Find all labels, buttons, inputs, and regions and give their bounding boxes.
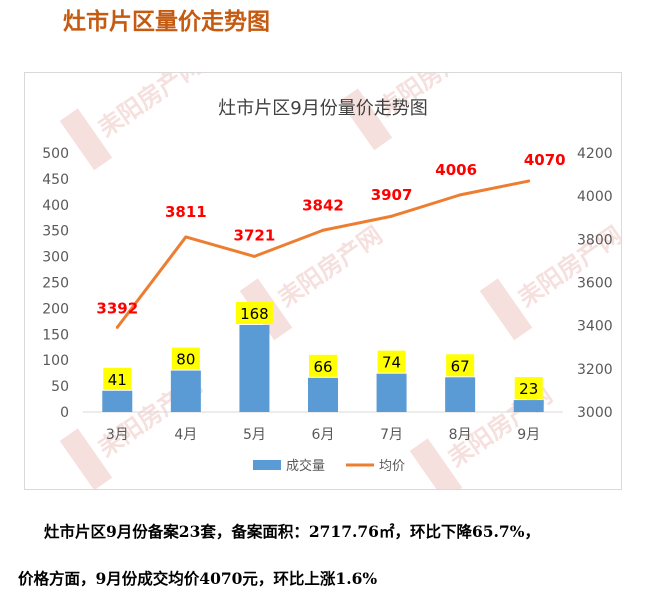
bar (239, 324, 270, 412)
right-tick-label: 4000 (577, 189, 613, 205)
left-tick-label: 450 (42, 172, 69, 188)
left-axis: 0 50 100 150 200 250 300 350 400 450 500 (42, 146, 69, 421)
page-heading: 灶市片区量价走势图 (63, 9, 270, 35)
right-tick-label: 3400 (577, 319, 613, 335)
x-tick-label: 8月 (449, 427, 472, 443)
bar-data-labels: 41 80 168 66 74 67 23 (103, 301, 543, 400)
right-tick-label: 3600 (577, 276, 613, 292)
bar-label-bg (377, 350, 406, 373)
line-point (458, 193, 462, 197)
line-point (252, 254, 256, 258)
bar-label-bg (235, 301, 273, 324)
line-data-labels: 3392 3811 3721 3842 3907 4006 4070 (96, 151, 565, 317)
line-point (390, 214, 394, 218)
watermark-logo-shape (409, 438, 463, 489)
watermark-text: 耒阳房产网 (93, 73, 207, 143)
x-tick-label: 9月 (517, 427, 540, 443)
bar-label-bg (446, 354, 475, 377)
bar-label: 74 (382, 354, 401, 372)
legend-bar-label: 成交量 (286, 458, 325, 474)
watermark-logo-shape (339, 88, 393, 151)
left-tick-label: 250 (42, 276, 69, 292)
legend-bar-swatch (253, 460, 281, 470)
watermark: 耒阳房产网 (59, 73, 207, 171)
bar-label-bg (171, 347, 200, 370)
summary-line-2: 价格方面，9月份成交均价4070元，环比上涨1.6% (18, 569, 378, 588)
summary-line-1: 灶市片区9月份备案23套，备案面积：2717.76㎡，环比下降65.7%， (44, 522, 540, 541)
left-tick-label: 500 (42, 146, 69, 162)
bar-label-bg (103, 367, 132, 390)
bar-label-bg (309, 354, 337, 377)
line-label: 3811 (165, 203, 207, 221)
bar-label: 168 (240, 305, 269, 323)
line-point (527, 179, 531, 183)
bar (445, 377, 476, 412)
x-tick-label: 4月 (174, 427, 197, 443)
line-label: 3842 (302, 196, 344, 214)
watermark-logo-shape (59, 108, 113, 171)
chart-frame: 耒阳房产网 耒阳房产网 耒阳房产网 耒阳房产网 耒阳房产网 耒阳房产网 灶市片区9月份量价… (24, 72, 622, 490)
line-series (115, 179, 531, 329)
x-tick-label: 6月 (312, 427, 335, 443)
x-tick-label: 3月 (106, 427, 129, 443)
line-label: 3721 (234, 226, 276, 244)
x-tick-label: 5月 (243, 427, 266, 443)
right-axis: 3000 3200 3400 3600 3800 4000 4200 (577, 146, 613, 421)
x-tick-labels: 3月 4月 5月 6月 7月 8月 9月 (106, 427, 540, 443)
left-tick-label: 350 (42, 224, 69, 240)
right-tick-label: 3800 (577, 232, 613, 248)
bar-label: 23 (519, 380, 538, 398)
bar-label: 66 (313, 358, 332, 376)
bar-label: 80 (176, 351, 195, 369)
left-tick-label: 100 (42, 353, 69, 369)
bar (308, 377, 338, 412)
line-label: 4070 (524, 151, 566, 169)
right-tick-label: 3000 (577, 405, 613, 421)
legend: 成交量 均价 (253, 458, 405, 474)
watermark-logo-shape (59, 428, 113, 489)
line-label: 3907 (371, 186, 413, 204)
line-label: 4006 (435, 161, 477, 179)
bar-label: 41 (108, 371, 127, 389)
legend-line-label: 均价 (379, 459, 405, 474)
right-tick-label: 4200 (577, 146, 613, 162)
bar (102, 390, 133, 412)
line-point (184, 235, 188, 239)
x-tick-label: 7月 (380, 427, 403, 443)
left-tick-label: 0 (60, 405, 69, 421)
right-tick-label: 3200 (577, 362, 613, 378)
left-tick-label: 50 (51, 379, 69, 395)
left-tick-label: 400 (42, 198, 69, 214)
bar-series (102, 324, 544, 412)
bar (376, 373, 407, 412)
watermark-text: 耒阳房产网 (273, 221, 387, 313)
bar-label: 67 (451, 357, 470, 375)
left-tick-label: 150 (42, 327, 69, 343)
line-point (321, 228, 325, 232)
bar (513, 400, 544, 412)
chart-title: 灶市片区9月份量价走势图 (218, 98, 427, 119)
left-tick-label: 200 (42, 301, 69, 317)
bar-label-bg (514, 377, 543, 400)
watermark-logo-shape (479, 278, 533, 341)
bar (170, 370, 201, 412)
line-point (115, 325, 119, 329)
line-label: 3392 (96, 299, 138, 317)
left-tick-label: 300 (42, 250, 69, 266)
